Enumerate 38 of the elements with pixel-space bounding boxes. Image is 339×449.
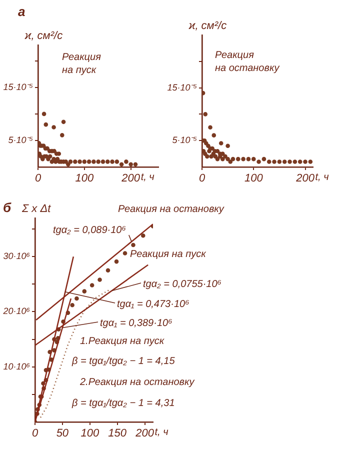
annotation: β = tgα₁/tgα₂ − 1 = 4,15 (71, 356, 176, 367)
x-axis-title: t, ч (140, 172, 154, 183)
y-tick-label: 20·10⁶ (2, 306, 30, 316)
y-tick-label: 15·10⁻⁵ (167, 82, 198, 92)
x-tick-label: 100 (244, 172, 264, 185)
chart-title: б (3, 200, 12, 215)
series-label: Реакция на пуск (130, 248, 208, 260)
x-tick-label: 0 (32, 428, 39, 440)
x-axis-title: t, ч (154, 427, 168, 438)
y-axis-title: ϰ, см²/с (188, 20, 228, 32)
x-tick-label: 150 (108, 428, 128, 440)
annotation: β = tgα₁/tgα₂ − 1 = 4,31 (71, 398, 175, 409)
chart-title: а (18, 4, 26, 19)
y-tick-label: 15·10⁻⁵ (3, 82, 34, 92)
y-axis-title: ϰ, см²/с (24, 30, 64, 42)
text: Реакция на остановку (118, 204, 225, 216)
x-tick-label: 100 (75, 172, 94, 185)
x-tick-label: 100 (80, 428, 100, 440)
x-tick-label: 200 (295, 172, 316, 185)
annotation: tgα₂ = 0,089·10⁶ (53, 225, 126, 236)
annotation: tgα₁ = 0,389·10⁶ (100, 318, 172, 329)
annotation: 1.Реакция на пуск (80, 336, 166, 347)
annotation: tgα₁ = 0,473·10⁶ (117, 299, 190, 310)
y-tick-label: 10·10⁶ (3, 361, 30, 372)
x-tick-label: 50 (56, 428, 70, 440)
x-tick-label: 0 (34, 172, 42, 185)
annotation: Реакция на остановку (215, 50, 280, 74)
annotation: 2.Реакция на остановку (79, 377, 196, 388)
y-tick-label: 30·10⁶ (3, 251, 30, 262)
x-axis-title: t, ч (315, 172, 329, 183)
y-tick-label: 5·10⁻⁵ (8, 134, 34, 145)
annotation: Реакция на пуск (62, 52, 102, 76)
x-tick-label: 200 (134, 428, 155, 440)
x-tick-label: 0 (198, 172, 206, 185)
y-axis-title: Σ x Δt (21, 203, 52, 215)
annotation: tgα₂ = 0,0755·10⁶ (143, 279, 222, 290)
x-tick-label: 200 (120, 172, 141, 185)
y-tick-label: 5·10⁻⁵ (172, 135, 198, 146)
